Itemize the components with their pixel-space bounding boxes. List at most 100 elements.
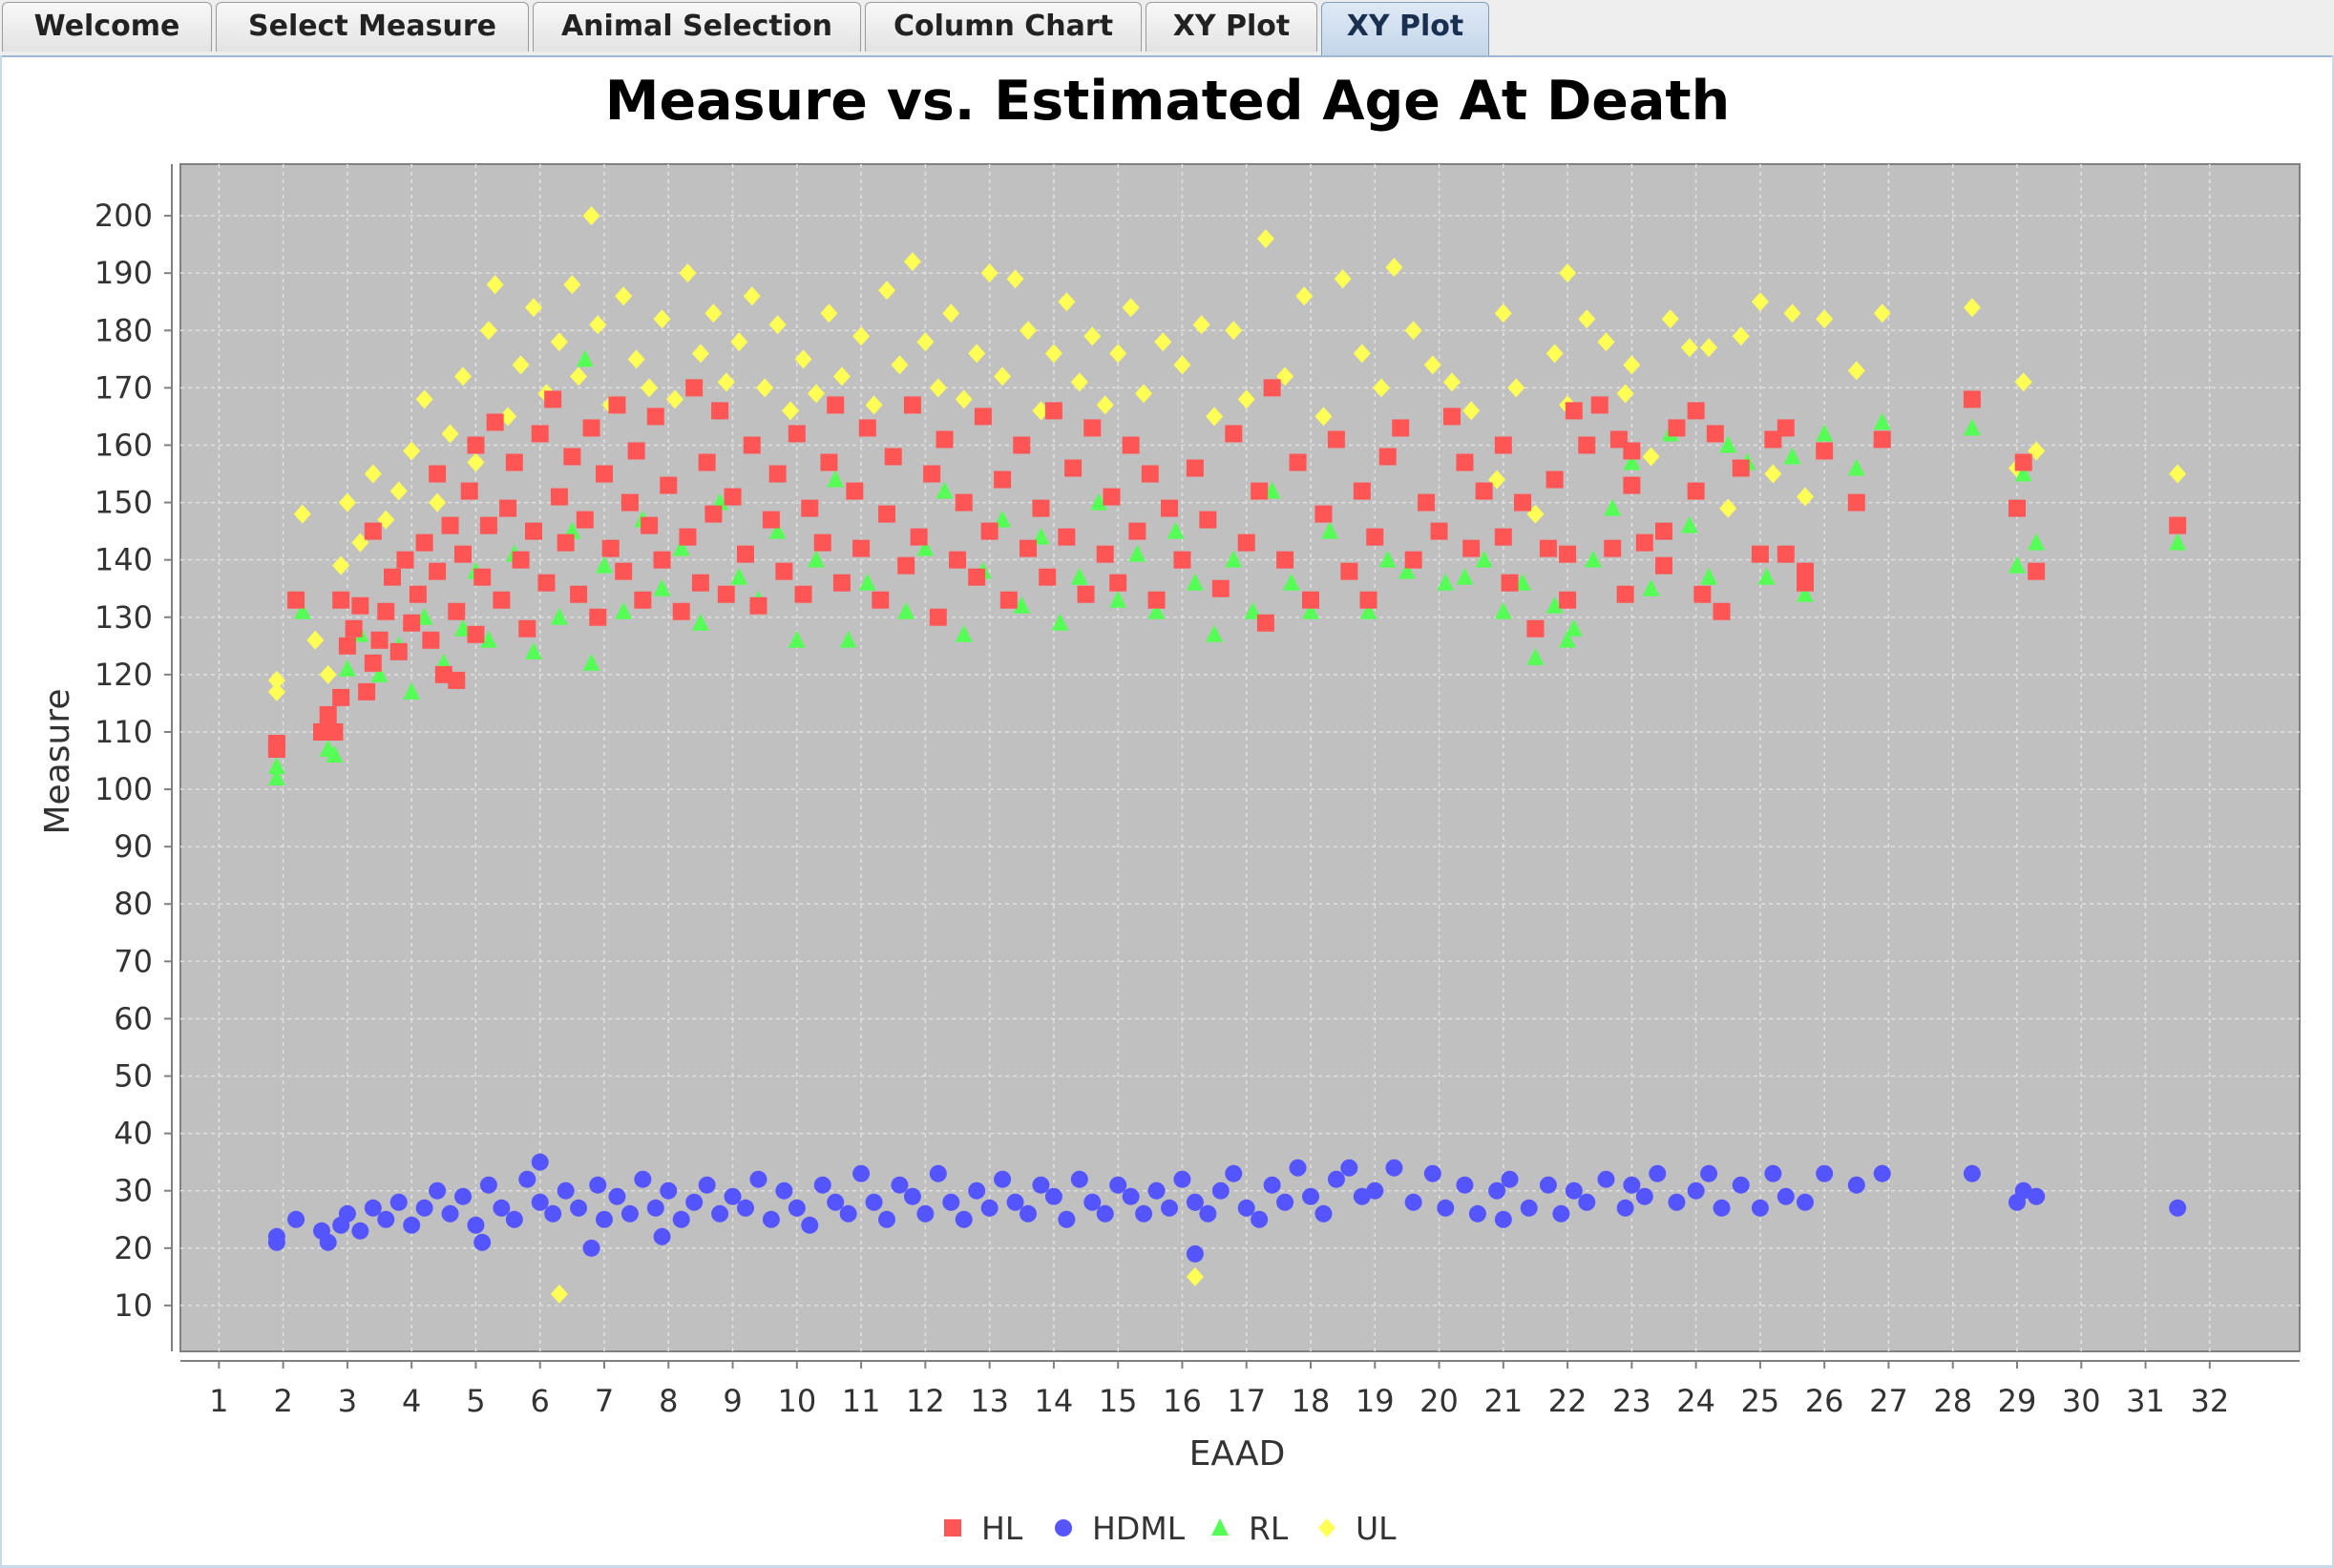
tab-welcome[interactable]: Welcome — [2, 2, 212, 52]
point-hl — [525, 522, 542, 540]
point-rl — [1545, 596, 1564, 614]
tab-select-measure[interactable]: Select Measure — [216, 2, 529, 52]
point-hl — [1199, 511, 1217, 529]
point-ul — [1373, 378, 1390, 398]
point-hl — [872, 591, 890, 609]
point-hdml — [505, 1210, 523, 1228]
point-ul — [589, 315, 607, 335]
point-ul — [1764, 464, 1782, 484]
point-hl — [1578, 436, 1596, 454]
point-rl — [1167, 521, 1185, 539]
point-ul — [267, 670, 285, 690]
point-ul — [267, 681, 285, 701]
point-hl — [1963, 390, 1981, 408]
point-hl — [737, 545, 754, 563]
point-hl — [1058, 528, 1076, 546]
point-hl — [1366, 528, 1384, 546]
point-hdml — [1578, 1193, 1596, 1211]
point-ul — [441, 424, 459, 444]
point-ul — [903, 252, 921, 272]
point-rl — [1013, 596, 1031, 614]
point-hdml — [646, 1199, 664, 1217]
point-hl — [557, 533, 575, 552]
x-tick-label: 16 — [1163, 1383, 1202, 1419]
tab-xy-plot-1[interactable]: XY Plot — [1146, 2, 1317, 52]
point-hdml — [1353, 1187, 1371, 1205]
point-hl — [717, 585, 735, 603]
tab-column-chart[interactable]: Column Chart — [865, 2, 1142, 52]
point-hdml — [1385, 1159, 1403, 1177]
point-rl — [730, 567, 748, 585]
point-hl — [1514, 493, 1531, 512]
point-hl — [2014, 453, 2032, 471]
point-ul — [1206, 407, 1224, 427]
point-ul — [1847, 361, 1865, 381]
point-rl — [955, 624, 973, 642]
series-ul — [267, 206, 2187, 1304]
point-hdml — [1070, 1170, 1088, 1188]
point-hl — [582, 419, 600, 437]
point-hl — [846, 482, 864, 500]
point-rl — [1109, 590, 1127, 608]
point-ul — [1256, 229, 1274, 249]
point-ul — [1404, 321, 1422, 341]
point-hl — [448, 671, 466, 689]
point-hl — [1225, 425, 1243, 443]
y-tick-label: 190 — [95, 255, 153, 291]
point-hl — [704, 505, 723, 523]
point-hdml — [1186, 1193, 1204, 1211]
point-ul — [782, 401, 800, 421]
point-ul — [1661, 309, 1679, 329]
point-hdml — [685, 1193, 704, 1211]
x-tick-label: 21 — [1483, 1383, 1523, 1419]
point-hl — [608, 396, 626, 414]
point-hdml — [903, 1187, 921, 1205]
point-ul — [916, 332, 935, 352]
y-tick-label: 50 — [114, 1058, 153, 1095]
point-ul — [2169, 464, 2187, 484]
point-ul — [1578, 309, 1596, 329]
point-ul — [730, 332, 748, 352]
point-hdml — [1020, 1204, 1037, 1223]
point-rl — [1585, 550, 1602, 568]
tab-xy-plot-2[interactable]: XY Plot — [1321, 2, 1489, 55]
point-hl — [980, 522, 999, 540]
point-hdml — [1211, 1181, 1230, 1200]
tab-animal-selection[interactable]: Animal Selection — [533, 2, 861, 52]
point-hdml — [634, 1170, 652, 1188]
point-hdml — [557, 1181, 575, 1200]
point-rl — [653, 578, 671, 596]
point-hdml — [1797, 1193, 1814, 1211]
point-hdml — [403, 1216, 421, 1234]
point-hdml — [788, 1199, 806, 1217]
point-hl — [858, 419, 876, 437]
x-tick-label: 31 — [2126, 1383, 2165, 1419]
point-hdml — [1276, 1193, 1294, 1211]
point-ul — [1797, 487, 1814, 507]
point-hl — [775, 562, 793, 580]
point-rl — [1757, 567, 1776, 585]
x-tick-label: 3 — [338, 1383, 357, 1419]
point-hl — [724, 488, 742, 506]
point-hdml — [467, 1216, 485, 1234]
point-hl — [531, 425, 549, 443]
point-rl — [582, 653, 600, 671]
y-tick-label: 90 — [114, 828, 153, 865]
point-ul — [994, 366, 1012, 387]
point-hdml — [1668, 1193, 1686, 1211]
point-hl — [1777, 545, 1795, 563]
point-hl — [1186, 459, 1204, 477]
point-hdml — [1289, 1159, 1307, 1177]
point-hl — [1462, 539, 1481, 557]
point-hdml — [570, 1199, 588, 1217]
point-hl — [332, 688, 350, 706]
point-ul — [1443, 372, 1461, 392]
point-ul — [389, 481, 408, 501]
x-tick-label: 23 — [1612, 1383, 1651, 1419]
point-hl — [1616, 585, 1634, 603]
point-ul — [891, 355, 909, 375]
point-hl — [319, 705, 337, 723]
y-tick-label: 150 — [95, 485, 153, 521]
point-hl — [1141, 465, 1159, 483]
point-hdml — [1963, 1164, 1981, 1182]
